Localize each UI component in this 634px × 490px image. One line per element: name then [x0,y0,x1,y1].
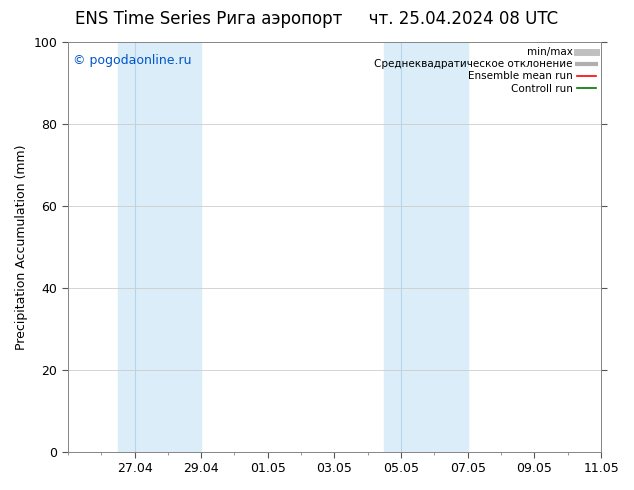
Text: © pogodaonline.ru: © pogodaonline.ru [73,54,191,67]
Legend: min/max, Среднеквадратическое отклонение, Ensemble mean run, Controll run: min/max, Среднеквадратическое отклонение… [375,47,596,94]
Bar [118,42,201,452]
Bar [384,42,468,452]
Text: ENS Time Series Рига аэропорт     чт. 25.04.2024 08 UTC: ENS Time Series Рига аэропорт чт. 25.04.… [75,10,559,28]
Y-axis label: Precipitation Accumulation (mm): Precipitation Accumulation (mm) [15,144,28,349]
